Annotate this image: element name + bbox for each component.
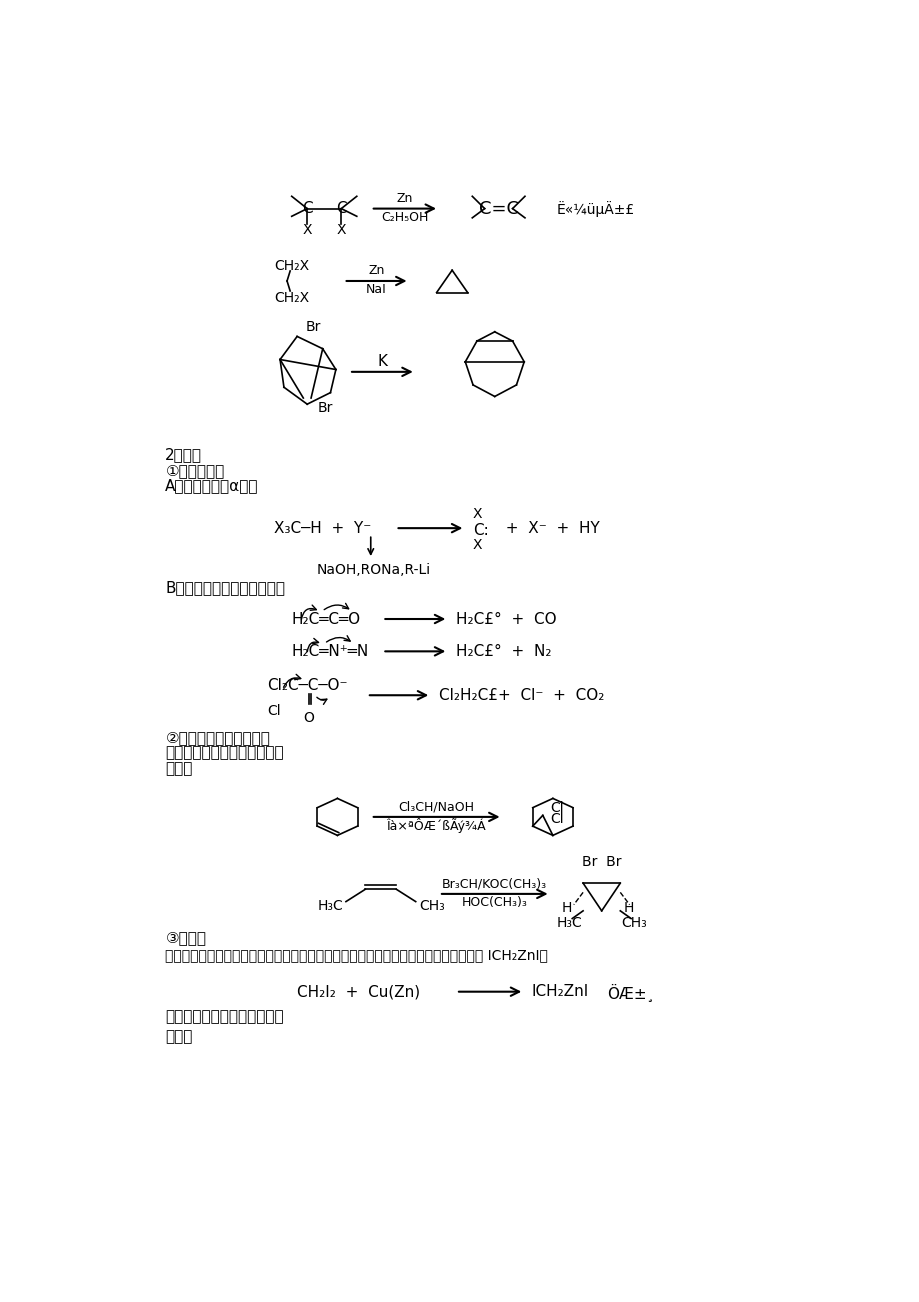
Text: CH₃: CH₃ [418, 900, 444, 913]
Text: X: X [472, 538, 482, 552]
Text: Br: Br [318, 401, 333, 415]
Text: ①卡宾的生成: ①卡宾的生成 [165, 464, 224, 478]
Text: CH₂I₂  +  Cu(Zn): CH₂I₂ + Cu(Zn) [297, 984, 420, 999]
Text: CH₂X: CH₂X [274, 290, 309, 305]
Text: B、由某些双键化合物的分解: B、由某些双键化合物的分解 [165, 579, 285, 595]
Text: HOC(CH₃)₃: HOC(CH₃)₃ [461, 896, 528, 909]
Text: O: O [303, 711, 314, 725]
Text: 【特点】顺式加成，构型保持: 【特点】顺式加成，构型保持 [165, 1009, 284, 1025]
Text: X: X [472, 508, 482, 521]
Text: H: H [562, 901, 572, 915]
Text: K: K [377, 354, 387, 368]
Text: Br₃CH/KOC(CH₃)₃: Br₃CH/KOC(CH₃)₃ [442, 878, 547, 891]
Text: 【例】: 【例】 [165, 760, 193, 776]
Text: H₃C: H₃C [556, 917, 582, 930]
Text: C: C [335, 201, 346, 216]
Text: Cl₃CH/NaOH: Cl₃CH/NaOH [398, 801, 474, 814]
Text: Cl: Cl [550, 812, 563, 827]
Text: Cl₂C─C─O⁻: Cl₂C─C─O⁻ [267, 678, 347, 694]
Text: X₃C─H  +  Y⁻: X₃C─H + Y⁻ [274, 521, 370, 535]
Text: ③类卡宾: ③类卡宾 [165, 931, 206, 945]
Text: H: H [623, 901, 633, 915]
Text: Br  Br: Br Br [582, 854, 620, 868]
Text: CH₂X: CH₂X [274, 259, 309, 272]
Text: Îà×ªÔÆ´ßÃý¾Á: Îà×ªÔÆ´ßÃý¾Á [386, 818, 486, 833]
Text: H₂C═C═O: H₂C═C═O [291, 612, 360, 626]
Text: H₂C═N⁺═N: H₂C═N⁺═N [291, 644, 369, 659]
Text: X: X [336, 223, 346, 237]
Text: ÖÆ±¸: ÖÆ±¸ [607, 983, 653, 1001]
Text: Zn: Zn [368, 264, 384, 277]
Text: H₂C£°  +  CO: H₂C£° + CO [456, 612, 556, 626]
Text: 2）卡宾: 2）卡宾 [165, 448, 202, 462]
Text: 【例】: 【例】 [165, 1029, 193, 1044]
Text: NaOH,RONa,R-Li: NaOH,RONa,R-Li [316, 562, 430, 577]
Text: Br: Br [305, 320, 321, 335]
Text: C: C [301, 201, 312, 216]
Text: 【特点】顺式加成，构型保持: 【特点】顺式加成，构型保持 [165, 746, 284, 760]
Text: X: X [302, 223, 312, 237]
Text: +  X⁻  +  HY: + X⁻ + HY [495, 521, 599, 535]
Text: Cl: Cl [267, 703, 280, 717]
Text: A、多卤代物的α消除: A、多卤代物的α消除 [165, 478, 258, 493]
Text: C=C: C=C [478, 199, 518, 217]
Text: ②卡宾与烯烃的加成反应: ②卡宾与烯烃的加成反应 [165, 730, 270, 745]
Text: CH₃: CH₃ [620, 917, 646, 930]
Text: ICH₂ZnI: ICH₂ZnI [531, 984, 588, 999]
Text: C₂H₅OH: C₂H₅OH [380, 211, 428, 224]
Text: H₃C: H₃C [318, 900, 344, 913]
Text: H₂C£°  +  N₂: H₂C£° + N₂ [456, 644, 550, 659]
Text: NaI: NaI [366, 283, 387, 296]
Text: Ë«¼üµÄ±£: Ë«¼üµÄ±£ [556, 201, 634, 216]
Text: 【描述】类卡宾是一类在反应中能起到卡宾作用的非卡宾类化合物，最常用的类卡宾是 ICH₂ZnI。: 【描述】类卡宾是一类在反应中能起到卡宾作用的非卡宾类化合物，最常用的类卡宾是 I… [165, 948, 548, 962]
Text: Cl: Cl [550, 801, 563, 815]
Text: Zn: Zn [396, 193, 413, 206]
Text: Cl₂H₂C£+  Cl⁻  +  CO₂: Cl₂H₂C£+ Cl⁻ + CO₂ [438, 687, 604, 703]
Text: C:: C: [472, 523, 488, 538]
